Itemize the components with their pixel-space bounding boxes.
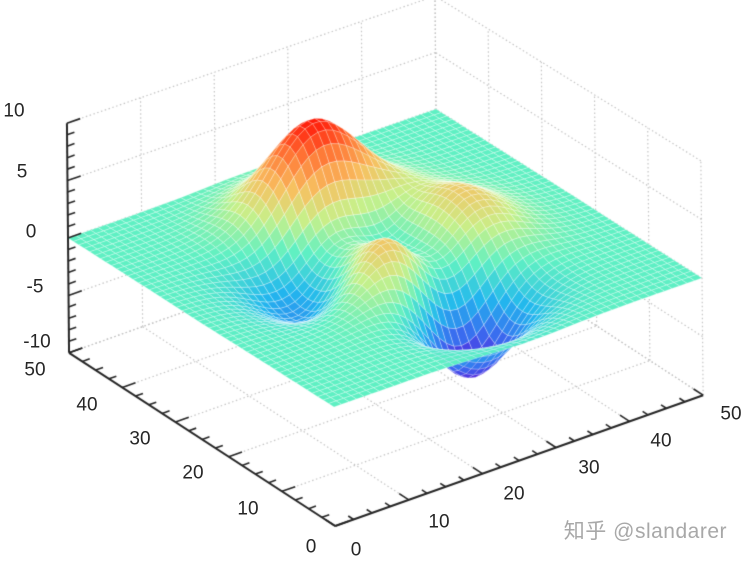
x-tick-label: 40 — [650, 430, 672, 452]
z-tick-label: 0 — [25, 221, 37, 243]
x-tick-label: 30 — [578, 457, 600, 479]
z-tick-label: -5 — [26, 276, 44, 298]
y-tick-label: 20 — [182, 462, 204, 484]
x-tick-label: 20 — [503, 483, 525, 505]
y-tick-label: 0 — [305, 536, 317, 558]
x-tick-label: 10 — [428, 511, 450, 533]
y-tick-label: 50 — [24, 359, 46, 381]
z-tick-label: 5 — [16, 161, 28, 183]
watermark: 知乎 @slandarer — [563, 520, 727, 543]
z-tick-label: 10 — [3, 100, 25, 122]
x-tick-label: 0 — [350, 539, 362, 561]
z-tick-label: -10 — [23, 331, 51, 353]
y-tick-label: 40 — [76, 394, 98, 416]
y-tick-label: 30 — [129, 428, 151, 450]
x-tick-label: 50 — [720, 403, 742, 425]
y-tick-label: 10 — [237, 498, 259, 520]
